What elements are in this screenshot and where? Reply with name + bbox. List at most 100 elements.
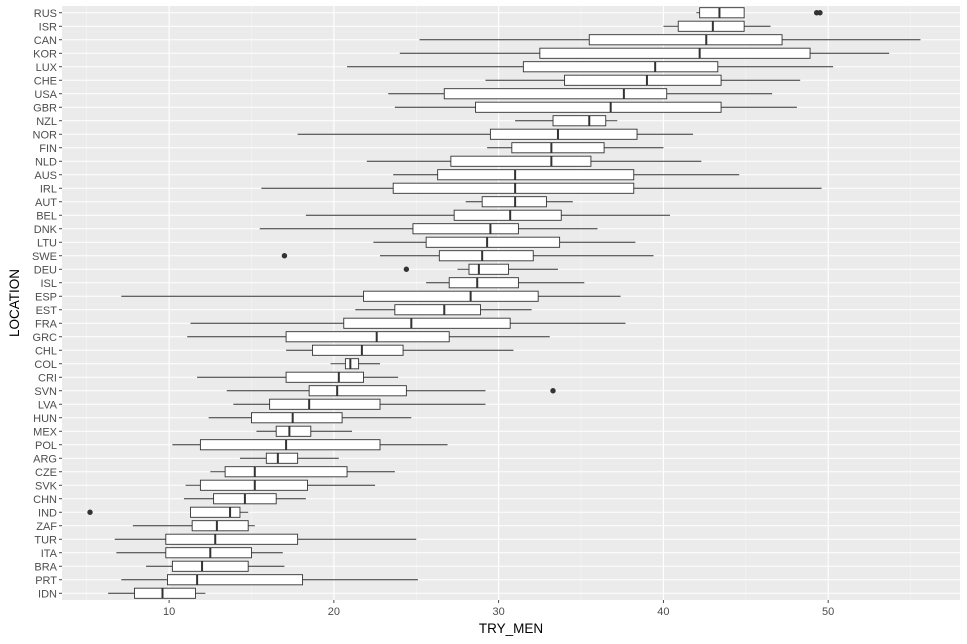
- y-tick-label: SVK: [35, 480, 58, 492]
- box-isl: [426, 277, 585, 289]
- box-aut: [465, 196, 573, 208]
- y-tick-label: CHL: [35, 345, 57, 357]
- x-axis-ticks: 10 20 30 40 50: [163, 600, 834, 618]
- box-iqr: [191, 520, 249, 532]
- box-iqr: [677, 20, 745, 32]
- box-zaf: [132, 520, 255, 532]
- box-iqr: [199, 439, 381, 451]
- box-irl: [261, 182, 822, 194]
- box-tur: [114, 533, 417, 545]
- y-tick-label: NLD: [35, 156, 57, 168]
- box-iqr: [588, 34, 783, 46]
- y-tick-label: LUX: [36, 62, 58, 74]
- box-deu: [403, 263, 558, 275]
- box-grc: [187, 331, 550, 343]
- box-ind: [87, 506, 249, 518]
- y-axis-title: LOCATION: [7, 269, 22, 337]
- box-iqr: [412, 223, 519, 235]
- y-tick-label: NOR: [33, 129, 58, 141]
- box-iqr: [489, 128, 638, 140]
- box-iqr: [344, 358, 360, 370]
- y-tick-label: CRI: [38, 372, 57, 384]
- y-tick-label: ARG: [33, 453, 57, 465]
- box-kor: [399, 47, 890, 59]
- box-chn: [183, 493, 306, 505]
- box-svn: [226, 385, 556, 397]
- box-col: [330, 358, 381, 370]
- box-iqr: [167, 574, 304, 586]
- box-iqr: [308, 385, 407, 397]
- box-isr: [663, 20, 771, 32]
- y-tick-label: GBR: [33, 102, 57, 114]
- box-iqr: [522, 61, 719, 73]
- box-iqr: [552, 115, 607, 127]
- box-iqr: [312, 344, 404, 356]
- x-tick-label: 50: [822, 606, 834, 618]
- box-iqr: [394, 304, 481, 316]
- y-tick-label: BRA: [34, 561, 57, 573]
- y-tick-label: CHE: [34, 75, 57, 87]
- box-nor: [297, 128, 694, 140]
- box-hun: [208, 412, 412, 424]
- y-tick-label: DEU: [34, 264, 57, 276]
- box-ltu: [373, 236, 636, 248]
- y-tick-label: POL: [35, 440, 57, 452]
- box-iqr: [448, 277, 519, 289]
- box-fin: [487, 142, 664, 154]
- box-che: [485, 74, 801, 86]
- box-nld: [366, 155, 702, 167]
- x-axis-title: TRY_MEN: [479, 621, 543, 636]
- box-dnk: [259, 223, 598, 235]
- box-lux: [347, 61, 834, 73]
- y-tick-label: ESP: [35, 291, 57, 303]
- box-can: [419, 34, 921, 46]
- box-iqr: [437, 169, 635, 181]
- box-gbr: [394, 101, 797, 113]
- y-tick-label: IRL: [40, 183, 57, 195]
- box-iqr: [511, 142, 605, 154]
- y-tick-label: IND: [38, 507, 57, 519]
- box-iqr: [443, 88, 668, 100]
- y-tick-label: HUN: [33, 413, 57, 425]
- y-tick-label: CZE: [35, 467, 57, 479]
- box-prt: [121, 574, 418, 586]
- y-axis-ticks: RUSISRCANKORLUXCHEUSAGBRNZLNORFINNLDAUSI…: [32, 8, 62, 600]
- box-iqr: [269, 398, 381, 410]
- outlier-point: [403, 266, 410, 272]
- box-iqr: [438, 250, 534, 262]
- y-tick-label: ISR: [39, 21, 57, 33]
- y-tick-label: NZL: [36, 116, 57, 128]
- box-iqr: [343, 317, 511, 329]
- box-iqr: [171, 560, 249, 572]
- x-tick-label: 10: [163, 606, 175, 618]
- box-nzl: [515, 115, 618, 127]
- x-tick-label: 30: [493, 606, 505, 618]
- box-bel: [305, 209, 671, 221]
- box-est: [355, 304, 532, 316]
- box-ita: [116, 547, 283, 559]
- box-iqr: [275, 425, 312, 437]
- box-iqr: [539, 47, 811, 59]
- box-iqr: [285, 331, 450, 343]
- box-cze: [210, 466, 395, 478]
- y-tick-label: LTU: [37, 237, 57, 249]
- y-tick-label: COL: [34, 359, 57, 371]
- y-tick-label: SWE: [32, 251, 57, 263]
- y-tick-label: USA: [34, 89, 57, 101]
- box-iqr: [224, 466, 348, 478]
- y-tick-label: DNK: [34, 224, 58, 236]
- box-iqr: [165, 547, 252, 559]
- box-aus: [393, 169, 740, 181]
- box-iqr: [363, 290, 539, 302]
- y-tick-label: ISL: [40, 278, 57, 290]
- box-iqr: [425, 236, 561, 248]
- y-tick-label: SVN: [34, 386, 57, 398]
- y-tick-label: IDN: [38, 588, 57, 600]
- box-layer: [87, 7, 921, 599]
- x-tick-label: 40: [657, 606, 669, 618]
- box-iqr: [134, 587, 196, 599]
- box-iqr: [285, 371, 364, 383]
- y-tick-label: EST: [36, 305, 58, 317]
- box-iqr: [165, 533, 299, 545]
